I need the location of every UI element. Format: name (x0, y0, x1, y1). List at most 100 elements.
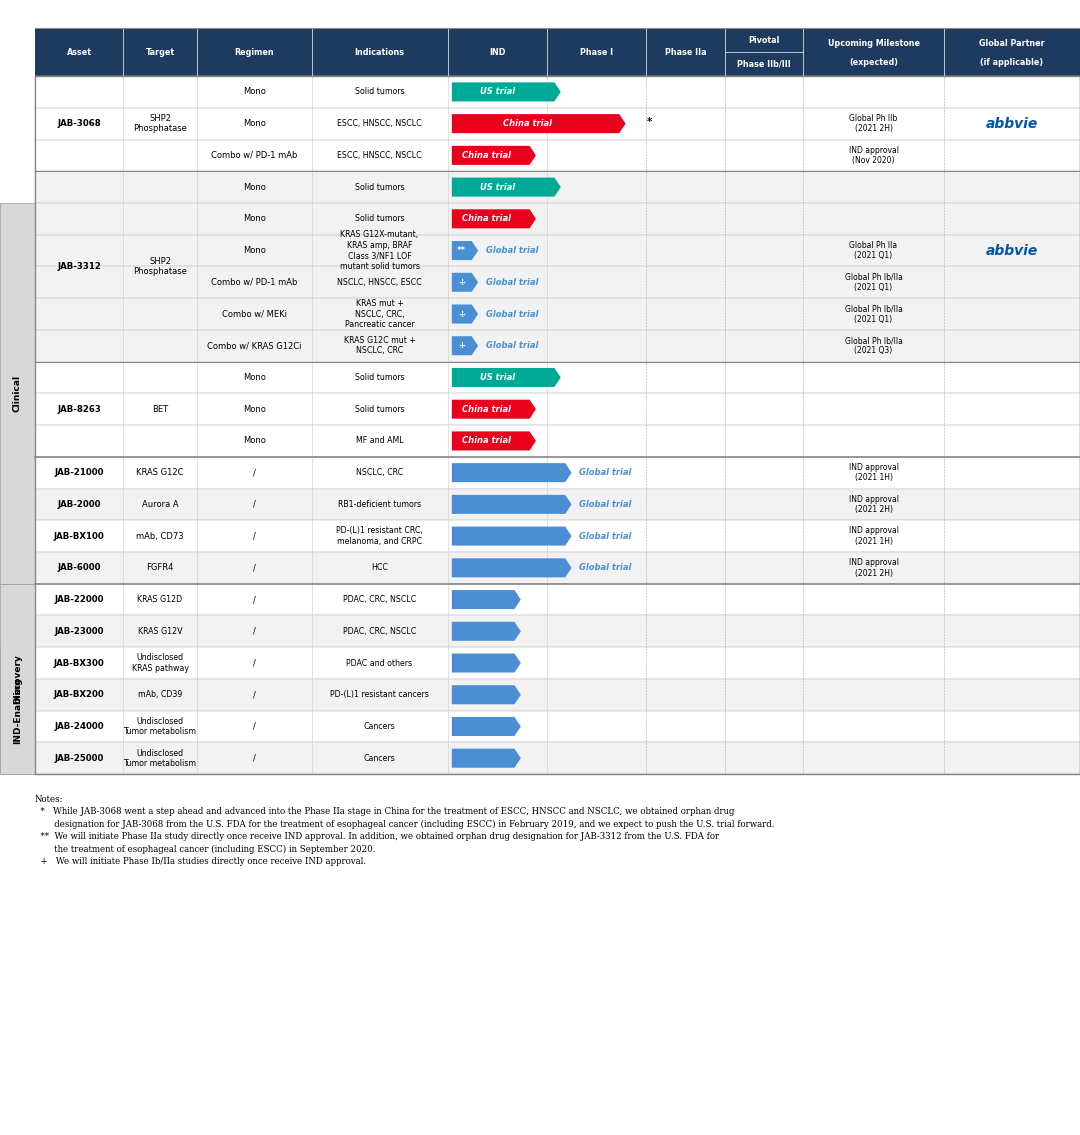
Text: Global trial: Global trial (486, 278, 538, 287)
Text: Solid tumors: Solid tumors (354, 373, 404, 382)
Text: mAb, CD73: mAb, CD73 (136, 531, 184, 540)
Text: FGFR4: FGFR4 (146, 563, 174, 572)
Text: Combo w/ KRAS G12Ci: Combo w/ KRAS G12Ci (207, 342, 301, 351)
Text: Mono: Mono (243, 119, 266, 128)
Text: Mono: Mono (243, 437, 266, 445)
Polygon shape (451, 336, 478, 355)
Bar (35, 679, 1080, 711)
Text: IND approval
(2021 1H): IND approval (2021 1H) (849, 527, 899, 546)
Text: Global Ph Ib/IIa
(2021 Q1): Global Ph Ib/IIa (2021 Q1) (845, 304, 903, 323)
Text: Global Ph IIa
(2021 Q1): Global Ph IIa (2021 Q1) (850, 241, 897, 260)
Text: Solid tumors: Solid tumors (354, 215, 404, 224)
Text: Indications: Indications (354, 48, 405, 57)
Text: IND: IND (489, 48, 505, 57)
Text: JAB-22000: JAB-22000 (54, 595, 104, 604)
Bar (35, 330, 1080, 362)
Polygon shape (451, 431, 536, 451)
Text: /: / (253, 563, 256, 572)
Bar (35, 520, 1080, 552)
Text: ESCC, HNSCC, NSCLC: ESCC, HNSCC, NSCLC (337, 119, 422, 128)
Text: PDAC, CRC, NSCLC: PDAC, CRC, NSCLC (343, 627, 416, 636)
Bar (35, 140, 1080, 171)
Polygon shape (451, 83, 561, 101)
Text: Upcoming Milestone: Upcoming Milestone (827, 39, 919, 48)
Text: Mono: Mono (243, 405, 266, 413)
Polygon shape (451, 241, 478, 260)
Text: Target: Target (146, 48, 175, 57)
Text: Global Partner: Global Partner (980, 39, 1044, 48)
Text: SHP2
Phosphatase: SHP2 Phosphatase (133, 257, 187, 276)
Text: Discovery: Discovery (13, 654, 22, 704)
Text: +: + (458, 278, 465, 287)
Polygon shape (451, 368, 561, 387)
Bar (35, 28, 1080, 76)
Text: Solid tumors: Solid tumors (354, 183, 404, 192)
Text: /: / (253, 627, 256, 636)
Text: abbvie: abbvie (986, 244, 1038, 258)
Text: China trial: China trial (462, 151, 511, 160)
Text: Solid tumors: Solid tumors (354, 405, 404, 413)
Bar (35, 362, 1080, 394)
Text: Global Ph IIb
(2021 2H): Global Ph IIb (2021 2H) (849, 114, 897, 133)
Text: China trial: China trial (462, 215, 511, 224)
Polygon shape (451, 527, 571, 546)
Text: Global trial: Global trial (579, 531, 632, 540)
Bar (35, 742, 1080, 774)
Text: Clinical: Clinical (13, 375, 22, 412)
Text: Mono: Mono (243, 215, 266, 224)
Text: Pivotal: Pivotal (748, 36, 780, 44)
Text: Asset: Asset (67, 48, 92, 57)
Bar (35, 76, 1080, 774)
Text: IND approval
(2021 2H): IND approval (2021 2H) (849, 495, 899, 514)
Text: /: / (253, 531, 256, 540)
Text: Global Ph Ib/IIa
(2021 Q3): Global Ph Ib/IIa (2021 Q3) (845, 336, 903, 355)
Text: JAB-BX200: JAB-BX200 (54, 690, 105, 699)
Text: Undisclosed
Tumor metabolism: Undisclosed Tumor metabolism (123, 748, 197, 768)
Text: JAB-8263: JAB-8263 (57, 405, 100, 413)
Text: /: / (253, 754, 256, 763)
Polygon shape (451, 654, 521, 673)
Text: Regimen: Regimen (234, 48, 274, 57)
Polygon shape (451, 115, 625, 133)
Polygon shape (451, 463, 571, 482)
Text: BET: BET (152, 405, 168, 413)
Bar (0, 203, 35, 583)
Text: Cancers: Cancers (364, 722, 395, 731)
Text: Aurora A: Aurora A (141, 499, 178, 508)
Text: abbvie: abbvie (986, 117, 1038, 131)
Text: Global Ph Ib/IIa
(2021 Q1): Global Ph Ib/IIa (2021 Q1) (845, 272, 903, 292)
Text: mAb, CD39: mAb, CD39 (138, 690, 183, 699)
Text: JAB-21000: JAB-21000 (54, 468, 104, 477)
Text: /: / (253, 595, 256, 604)
Bar (35, 394, 1080, 426)
Text: KRAS G12C: KRAS G12C (136, 468, 184, 477)
Text: /: / (253, 722, 256, 731)
Text: Combo w/ PD-1 mAb: Combo w/ PD-1 mAb (211, 151, 297, 160)
Bar (0, 583, 35, 774)
Text: JAB-2000: JAB-2000 (57, 499, 100, 508)
Text: ESCC, HNSCC, NSCLC: ESCC, HNSCC, NSCLC (337, 151, 422, 160)
Text: /: / (253, 468, 256, 477)
Text: Phase IIb/III: Phase IIb/III (737, 60, 791, 68)
Text: PD-(L)1 resistant CRC,
melanoma, and CRPC: PD-(L)1 resistant CRC, melanoma, and CRP… (336, 527, 423, 546)
Text: US trial: US trial (481, 87, 515, 96)
Text: KRAS G12V: KRAS G12V (138, 627, 183, 636)
Text: (if applicable): (if applicable) (981, 58, 1043, 67)
Bar (35, 647, 1080, 679)
Text: China trial: China trial (462, 405, 511, 413)
Text: /: / (253, 658, 256, 667)
Bar (35, 171, 1080, 203)
Polygon shape (451, 304, 478, 323)
Bar (35, 615, 1080, 647)
Text: Cancers: Cancers (364, 754, 395, 763)
Text: JAB-25000: JAB-25000 (54, 754, 104, 763)
Polygon shape (451, 177, 561, 196)
Text: JAB-6000: JAB-6000 (57, 563, 100, 572)
Text: Mono: Mono (243, 246, 266, 255)
Bar (35, 488, 1080, 520)
Text: JAB-23000: JAB-23000 (54, 627, 104, 636)
Text: US trial: US trial (481, 183, 515, 192)
Text: US trial: US trial (481, 373, 515, 382)
Text: JAB-3312: JAB-3312 (57, 262, 100, 271)
Text: IND approval
(Nov 2020): IND approval (Nov 2020) (849, 145, 899, 165)
